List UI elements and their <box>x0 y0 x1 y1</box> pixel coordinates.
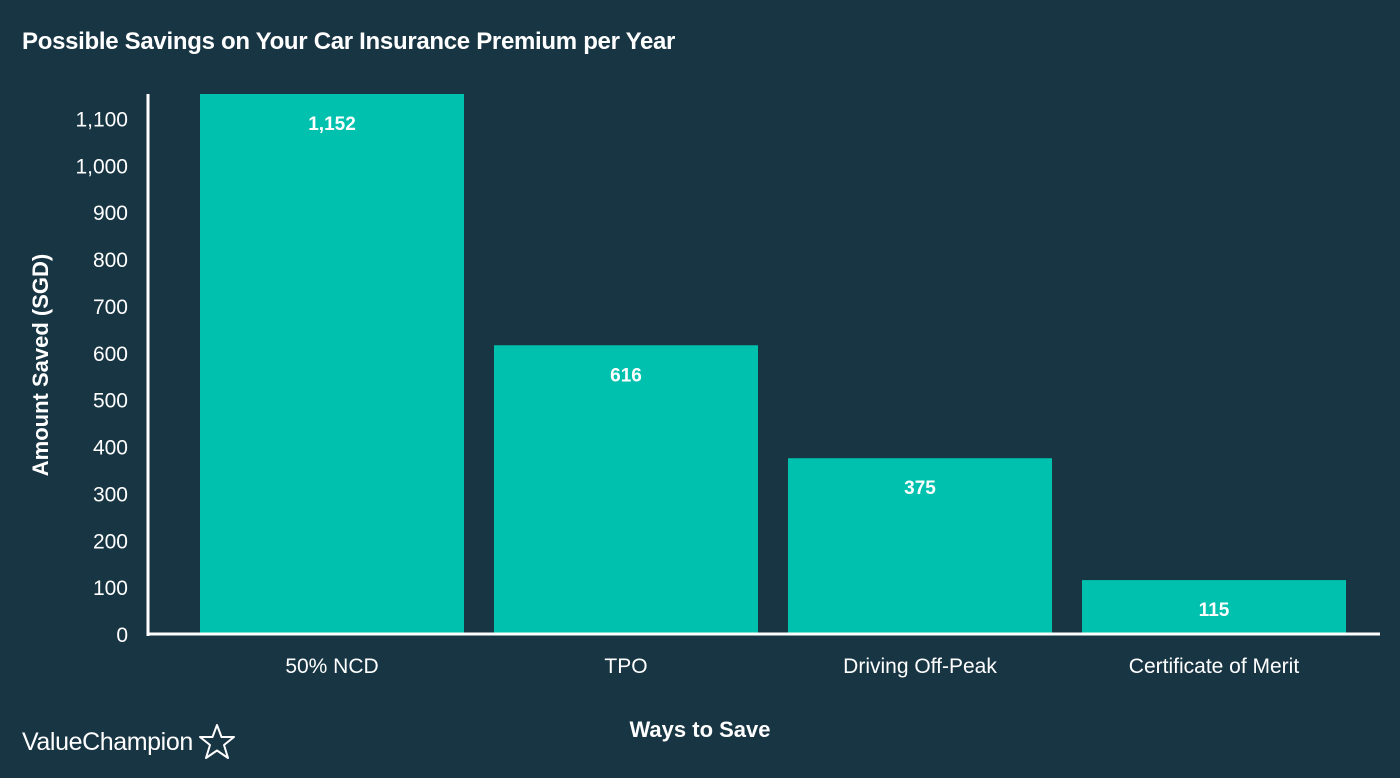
brand-name: ValueChampion <box>22 727 193 756</box>
y-tick-label: 600 <box>93 343 128 366</box>
x-axis-tick-labels: 50% NCD TPO Driving Off-Peak Certificate of… <box>285 655 1299 678</box>
chart-title: Possible Savings on Your Car Insurance P… <box>22 28 676 55</box>
y-tick-label: 400 <box>93 437 128 460</box>
bar <box>200 94 464 634</box>
y-tick-label: 200 <box>93 530 128 553</box>
bars: 1,152 616 375 115 <box>200 94 1346 634</box>
y-tick-label: 500 <box>93 390 128 413</box>
bar-data-label: 1,152 <box>308 114 356 135</box>
y-tick-label: 100 <box>93 577 128 600</box>
y-tick-label: 700 <box>93 296 128 319</box>
y-tick-label: 0 <box>116 624 128 647</box>
y-tick-label: 300 <box>93 483 128 506</box>
bar <box>1082 580 1346 634</box>
y-axis-title: Amount Saved (SGD) <box>28 254 53 476</box>
bar <box>788 458 1052 634</box>
x-tick-label: Driving Off-Peak <box>843 655 997 678</box>
bar-data-label: 375 <box>904 478 936 499</box>
bar-data-label: 616 <box>610 365 642 386</box>
bar-data-label: 115 <box>1199 600 1230 621</box>
x-axis-title: Ways to Save <box>629 717 770 742</box>
y-tick-label: 1,000 <box>75 155 128 178</box>
star-outline-icon <box>197 722 237 762</box>
brand-logo: ValueChampion <box>22 722 237 762</box>
y-axis-ticks: 0 100 200 300 400 500 600 700 800 900 1,000 1,100 <box>75 108 128 647</box>
x-tick-label: Certificate of Merit <box>1129 655 1300 678</box>
bar <box>494 345 758 634</box>
x-tick-label: 50% NCD <box>285 655 378 678</box>
x-tick-label: TPO <box>604 655 647 678</box>
y-tick-label: 800 <box>93 249 128 272</box>
y-tick-label: 900 <box>93 202 128 225</box>
y-tick-label: 1,100 <box>75 108 128 131</box>
